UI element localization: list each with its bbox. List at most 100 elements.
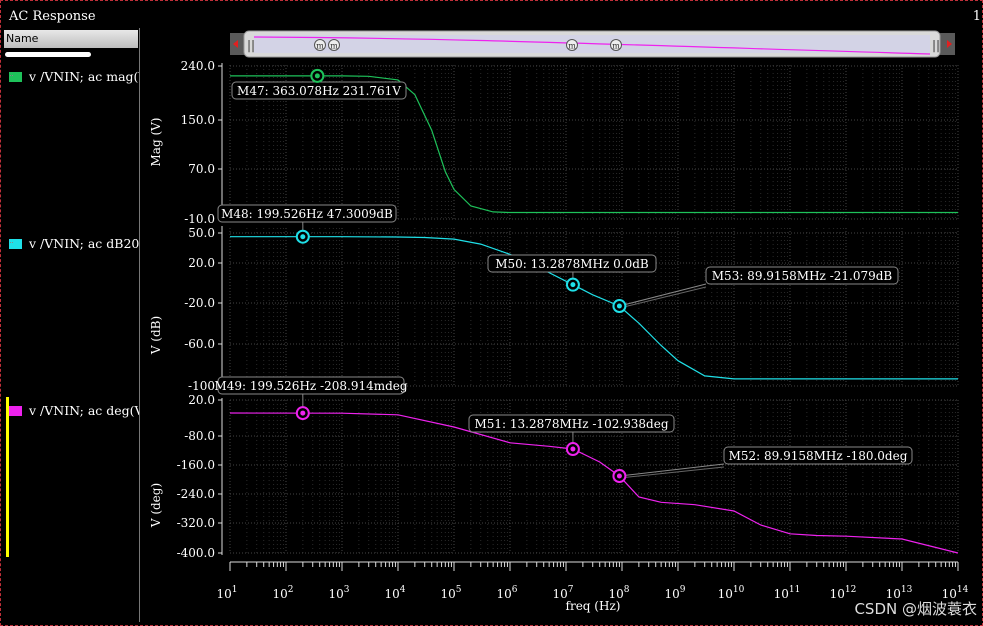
marker-label-box[interactable] [487,254,657,273]
swatch-icon [9,72,22,82]
marker-label-box[interactable] [217,204,397,223]
signal-item-db[interactable]: v /VNIN; ac dB20 [9,236,139,251]
x-tick-label: 108 [608,585,629,601]
scroll-left-grip-icon[interactable]: || [247,38,255,52]
signal-browser: Name v /VNIN; ac mag(V) v /VNIN; ac dB20… [3,28,140,622]
overview-marker-label: m [568,42,576,51]
overview-marker-icon[interactable]: m [610,39,622,51]
overview-marker-icon[interactable]: m [314,39,326,51]
x-tick-label: 102 [272,585,293,601]
tree-connector-icon [9,236,13,243]
marker-dot [300,410,306,416]
marker-label-box[interactable] [217,376,405,395]
signal-label: v /VNIN; ac dB20 [29,236,139,251]
x-tick-label: 103 [328,585,349,601]
marker-leader [619,286,707,309]
x-tick-label: 1010 [718,585,745,601]
y-tick-label: -80.0 [184,429,215,443]
marker-dot [570,446,576,452]
y-tick-label: -240.0 [177,487,215,501]
plot-panel-2[interactable]: 50.0 20.0 -20.0 -60.0 -100 V (dB) M48: 199.526… [149,204,959,393]
marker-dot [314,73,320,79]
x-tick-label: 101 [216,585,237,601]
y-tick-label: 70.0 [188,162,215,176]
y-tick-label: 150.0 [181,113,215,127]
marker-label: M48: 199.526Hz 47.3009dB [221,207,393,221]
signal-label: v /VNIN; ac mag(V) [29,69,139,84]
y-tick-label: -320.0 [177,516,215,530]
y-tick-label: 50.0 [188,226,215,240]
x-tick-label: 1012 [830,585,857,601]
y-tick-label: -400.0 [177,546,215,560]
y-tick-label: -160.0 [177,458,215,472]
x-tick-label: 1013 [886,585,913,601]
marker-dot [300,234,306,240]
x-axis-label: freq (Hz) [566,599,621,613]
marker-dot [616,473,622,479]
selection-indicator [6,397,9,557]
x-tick-label: 105 [440,585,461,601]
y-tick-label: 20.0 [188,393,215,407]
marker-leader [619,466,725,479]
scroll-right-grip-icon[interactable]: || [932,38,940,52]
overview-marker-icon[interactable]: m [328,39,340,51]
y-tick-label: 20.0 [188,256,215,270]
marker-3-1[interactable]: M49: 199.526Hz -208.914mdeg [214,376,408,421]
marker-label-box[interactable] [723,446,913,465]
marker-label: M52: 89.9158MHz -180.0deg [729,449,908,463]
overview-marker-label: m [316,42,324,51]
marker-1-1[interactable]: M47: 363.078Hz 231.761V [231,68,407,100]
marker-2-2[interactable]: M50: 13.2878MHz 0.0dB [487,254,657,292]
y-tick-label: -20.0 [184,296,215,310]
signal-item-mag[interactable]: v /VNIN; ac mag(V) [9,69,139,84]
x-tick-label: 1014 [942,585,969,601]
marker-label: M47: 363.078Hz 231.761V [237,84,401,98]
x-tick-label: 1011 [774,585,801,601]
y-tick-label: -100 [188,379,215,393]
overview-trace [253,36,931,55]
horizontal-scrollbar[interactable] [5,52,91,57]
scroll-right-arrow-icon[interactable] [947,40,952,48]
marker-3-2[interactable]: M51: 13.2878MHz -102.938deg [468,414,675,457]
marker-label: M53: 89.9158MHz -21.079dB [712,269,893,283]
y-axis-label: V (deg) [149,483,163,528]
sidebar-divider[interactable] [139,28,140,622]
swatch-icon [9,406,22,416]
signal-item-deg[interactable]: v /VNIN; ac deg(V) [9,403,139,418]
signal-label: v /VNIN; ac deg(V) [29,403,139,418]
swatch-icon [9,239,22,249]
marker-leader [619,463,725,477]
y-tick-label: -10.0 [184,212,215,226]
scroll-left-arrow-icon[interactable] [233,40,238,48]
x-tick-label: 104 [384,585,405,601]
marker-2-3[interactable]: M53: 89.9158MHz -21.079dB [612,266,899,314]
marker-leader [619,283,707,307]
plot-panel-3[interactable]: 20.0 -80.0 -160.0 -240.0 -320.0 -400.0 V (deg)… [149,376,959,560]
marker-label-box[interactable] [468,414,675,433]
plot-panel-1[interactable]: 240.0 150.0 70.0 -10.0 Mag (V) M47: 363.078Hz… [149,59,959,226]
marker-dot [570,282,576,288]
y-axis-label: Mag (V) [149,118,163,167]
marker-label-box[interactable] [705,266,899,285]
window-title-right: 1 [972,9,981,24]
overview-marker-icon[interactable]: m [566,39,578,51]
series-line[interactable] [229,412,959,554]
y-tick-label: -60.0 [184,337,215,351]
watermark: CSDN @烟波蓑衣 [854,600,977,618]
marker-label: M50: 13.2878MHz 0.0dB [495,257,649,271]
name-column-header[interactable]: Name [4,30,138,48]
marker-3-3[interactable]: M52: 89.9158MHz -180.0deg [612,446,913,483]
x-tick-label: 109 [664,585,685,601]
x-tick-label: 107 [552,585,573,601]
marker-label: M49: 199.526Hz -208.914mdeg [214,379,407,393]
y-axis-label: V (dB) [149,316,163,355]
marker-2-1[interactable]: M48: 199.526Hz 47.3009dB [217,204,397,244]
y-tick-label: 240.0 [181,59,215,73]
series-line[interactable] [230,75,958,214]
marker-label: M51: 13.2878MHz -102.938deg [474,417,668,431]
tree-connector-icon [9,69,13,76]
overview-marker-label: m [612,42,620,51]
window-title: AC Response [9,9,96,24]
